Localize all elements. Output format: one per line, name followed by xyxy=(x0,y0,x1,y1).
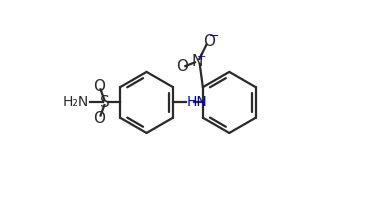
Text: O: O xyxy=(94,111,106,126)
Text: O: O xyxy=(176,59,188,74)
Text: +: + xyxy=(197,52,206,62)
Text: −: − xyxy=(209,30,219,43)
Text: HN: HN xyxy=(187,95,208,110)
Text: H₂N: H₂N xyxy=(62,95,89,110)
Text: S: S xyxy=(100,95,110,110)
Text: N: N xyxy=(192,54,203,69)
Text: O: O xyxy=(203,34,215,49)
Text: O: O xyxy=(94,79,106,94)
